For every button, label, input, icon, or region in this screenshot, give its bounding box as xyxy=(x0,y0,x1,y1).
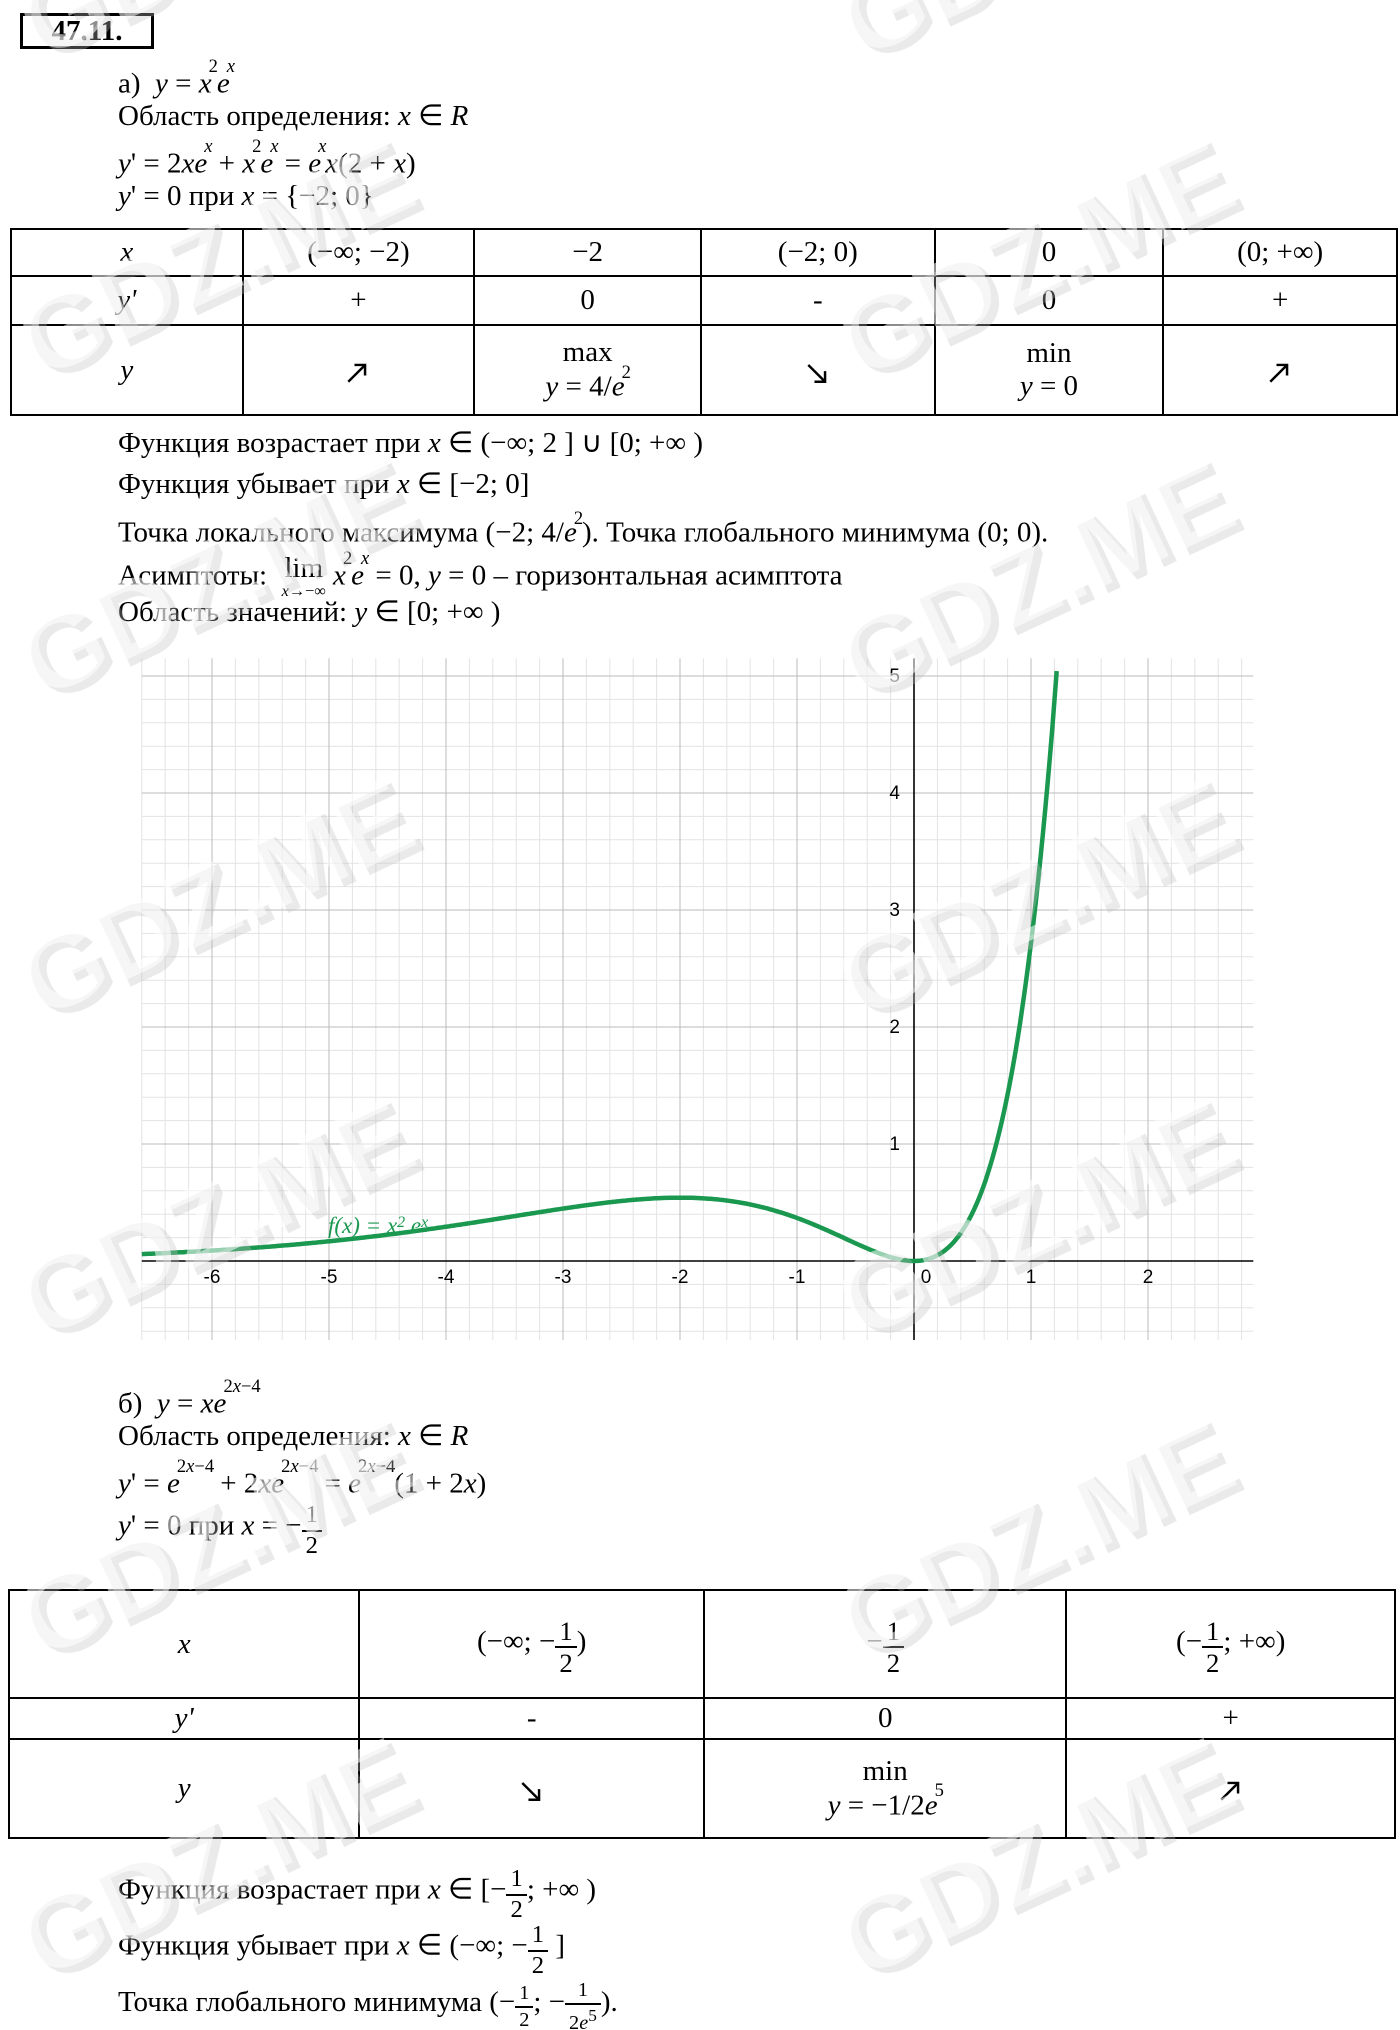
svg-text:3: 3 xyxy=(889,900,900,921)
svg-text:2: 2 xyxy=(1143,1267,1154,1288)
svg-text:-6: -6 xyxy=(204,1267,221,1288)
svg-text:1: 1 xyxy=(889,1134,900,1155)
svg-text:1: 1 xyxy=(1026,1267,1037,1288)
svg-text:-5: -5 xyxy=(321,1267,338,1288)
svg-text:0: 0 xyxy=(921,1267,932,1288)
svg-text:5: 5 xyxy=(889,666,900,687)
svg-text:-2: -2 xyxy=(672,1267,689,1288)
svg-text:2: 2 xyxy=(889,1017,900,1038)
svg-text:-4: -4 xyxy=(438,1267,455,1288)
svg-text:4: 4 xyxy=(889,783,900,804)
svg-text:-1: -1 xyxy=(789,1267,806,1288)
svg-text:-3: -3 xyxy=(555,1267,572,1288)
svg-text:f(x) = x2 ex: f(x) = x2 ex xyxy=(328,1213,428,1238)
